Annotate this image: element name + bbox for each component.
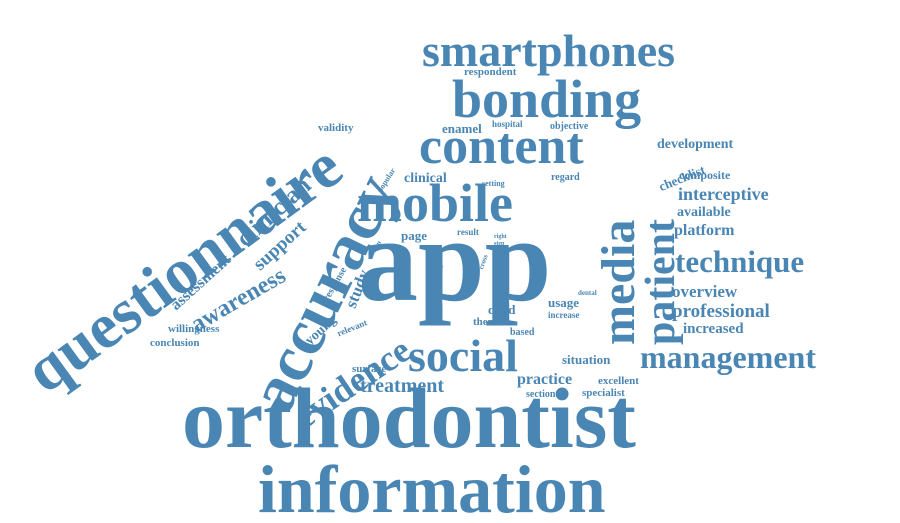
word-excellent: excellent bbox=[598, 375, 639, 387]
word-mobile: mobile bbox=[357, 173, 513, 233]
word-theme: theme bbox=[473, 316, 502, 328]
word-composite: composite bbox=[679, 168, 731, 182]
word-practice: practice bbox=[517, 371, 573, 388]
word-available: available bbox=[677, 205, 731, 220]
word-most: most bbox=[462, 252, 474, 275]
word-social: social bbox=[408, 330, 518, 381]
word-information: information bbox=[258, 451, 606, 523]
word-step: step bbox=[494, 241, 505, 247]
word-bonding: bonding bbox=[452, 69, 642, 129]
word-management: management bbox=[640, 339, 816, 375]
word-validity: validity bbox=[318, 122, 354, 134]
word-technique: technique bbox=[675, 244, 805, 279]
word-conclusion: conclusion bbox=[150, 337, 200, 349]
word-orthodontist: orthodontist bbox=[182, 370, 636, 466]
word-increase: increase bbox=[548, 310, 580, 320]
word-content: content bbox=[419, 118, 584, 175]
word-usage: usage bbox=[548, 295, 580, 310]
word-professional: professional bbox=[672, 301, 770, 322]
word-dental: dental bbox=[578, 289, 597, 297]
word-result: result bbox=[457, 227, 479, 237]
word-setting: setting bbox=[482, 179, 505, 188]
word-clinical: clinical bbox=[404, 171, 447, 186]
word-situation: situation bbox=[562, 352, 611, 367]
word-media: media bbox=[592, 219, 645, 345]
word-increased: increased bbox=[683, 321, 744, 337]
word-right: right bbox=[494, 234, 507, 240]
word-hospital: hospital bbox=[492, 119, 523, 129]
word-development: development bbox=[657, 137, 734, 152]
word-surface: surface bbox=[352, 363, 387, 375]
word-interceptive: interceptive bbox=[678, 184, 769, 204]
word-child: child bbox=[488, 302, 516, 317]
word-platform: platform bbox=[674, 222, 735, 239]
word-objective: objective bbox=[550, 121, 589, 132]
word-page: page bbox=[401, 228, 427, 243]
word-willingness: willingness bbox=[168, 323, 220, 335]
word-respondent: respondent bbox=[464, 66, 517, 78]
word-smartphones: smartphones bbox=[422, 25, 676, 76]
word-based: based bbox=[510, 327, 535, 338]
word-sectional: sectional bbox=[526, 389, 564, 400]
word-regard: regard bbox=[551, 172, 580, 183]
word-overview: overview bbox=[672, 282, 738, 301]
word-enamel: enamel bbox=[442, 121, 482, 136]
word-specialist: specialist bbox=[582, 387, 625, 399]
word-app: app bbox=[358, 193, 552, 326]
word-treatment: treatment bbox=[360, 375, 445, 397]
